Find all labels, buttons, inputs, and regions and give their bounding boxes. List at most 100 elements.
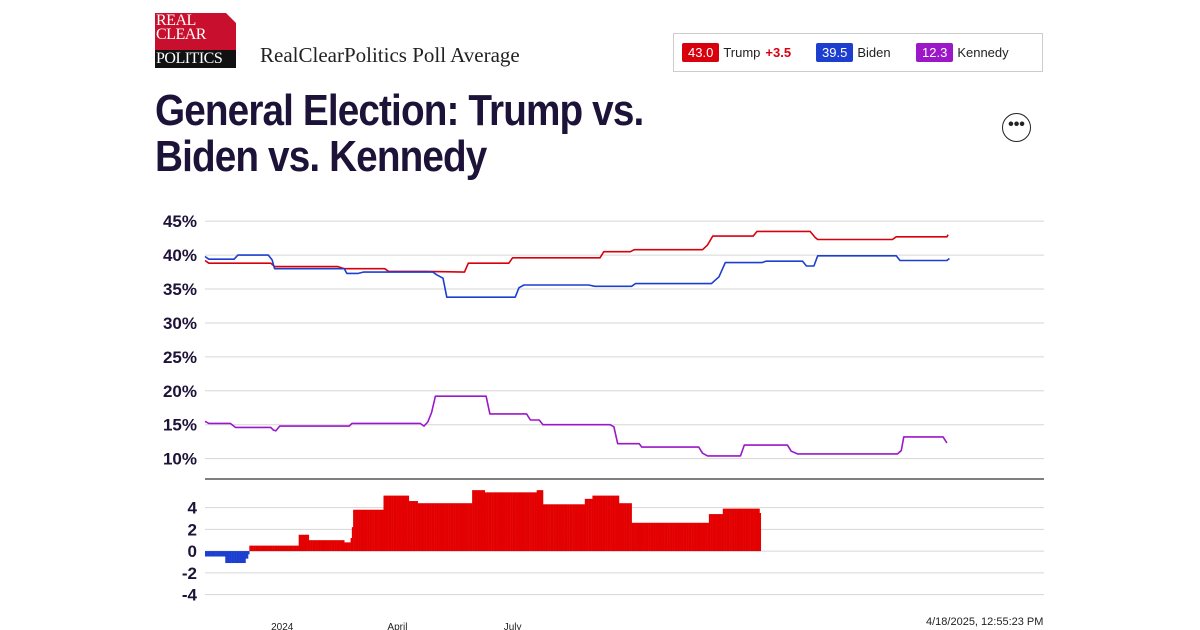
spread-bar[interactable]	[416, 501, 418, 552]
spread-bar[interactable]	[720, 514, 722, 552]
spread-bar[interactable]	[356, 509, 359, 552]
spread-bar[interactable]	[411, 501, 413, 552]
spread-bar[interactable]	[527, 492, 530, 552]
spread-bar[interactable]	[672, 522, 674, 552]
spread-bar[interactable]	[363, 509, 365, 552]
spread-bar[interactable]	[450, 503, 453, 552]
spread-bar[interactable]	[686, 522, 688, 552]
spread-bar[interactable]	[508, 492, 511, 552]
spread-bar[interactable]	[413, 501, 416, 552]
spread-bar[interactable]	[572, 504, 574, 552]
spread-bar[interactable]	[693, 522, 696, 552]
spread-bar[interactable]	[317, 540, 320, 552]
spread-bar[interactable]	[274, 545, 277, 552]
spread-bar[interactable]	[577, 504, 579, 552]
spread-bar[interactable]	[418, 503, 421, 552]
spread-bar[interactable]	[230, 551, 232, 564]
spread-bar[interactable]	[301, 534, 303, 552]
spread-bar[interactable]	[324, 540, 326, 552]
spread-bar[interactable]	[526, 492, 529, 552]
spread-bar[interactable]	[240, 551, 242, 564]
spread-bar[interactable]	[665, 522, 668, 552]
spread-bar[interactable]	[589, 498, 592, 552]
spread-bar[interactable]	[746, 508, 749, 552]
spread-bar[interactable]	[501, 492, 503, 552]
spread-bar[interactable]	[373, 509, 375, 552]
spread-bar[interactable]	[316, 540, 318, 552]
spread-bar[interactable]	[387, 495, 389, 552]
spread-bar[interactable]	[330, 540, 332, 552]
spread-bar[interactable]	[669, 522, 672, 552]
spread-bar[interactable]	[410, 501, 412, 552]
spread-bar[interactable]	[354, 509, 356, 552]
spread-bar[interactable]	[298, 534, 301, 552]
spread-bar[interactable]	[273, 545, 275, 552]
spread-bar[interactable]	[479, 490, 482, 552]
spread-bar[interactable]	[692, 522, 694, 552]
spread-bar[interactable]	[331, 540, 334, 552]
spread-bar[interactable]	[468, 503, 470, 552]
spread-bar[interactable]	[383, 495, 386, 552]
spread-bar[interactable]	[217, 551, 220, 557]
spread-bar[interactable]	[555, 504, 558, 552]
spread-bar[interactable]	[350, 538, 353, 552]
spread-bar[interactable]	[280, 545, 283, 552]
spread-bar[interactable]	[353, 509, 355, 552]
spread-bar[interactable]	[245, 551, 248, 559]
spread-bar[interactable]	[739, 508, 741, 552]
spread-bar[interactable]	[365, 509, 368, 552]
spread-bar[interactable]	[608, 495, 611, 552]
spread-bar[interactable]	[388, 495, 391, 552]
spread-bar[interactable]	[591, 498, 593, 552]
spread-bar[interactable]	[382, 509, 384, 552]
spread-bar[interactable]	[386, 495, 388, 552]
spread-bar[interactable]	[507, 492, 510, 552]
spread-bar[interactable]	[624, 503, 626, 552]
spread-bar[interactable]	[611, 495, 613, 552]
spread-bar[interactable]	[616, 495, 618, 552]
spread-bar[interactable]	[379, 509, 382, 552]
spread-bar[interactable]	[367, 509, 369, 552]
spread-bar[interactable]	[399, 495, 402, 552]
spread-bar[interactable]	[458, 503, 460, 552]
spread-bar[interactable]	[684, 522, 687, 552]
spread-bar[interactable]	[502, 492, 505, 552]
spread-bar[interactable]	[312, 540, 315, 552]
spread-bar[interactable]	[332, 540, 335, 552]
spread-bar[interactable]	[210, 551, 212, 557]
spread-bar[interactable]	[475, 490, 478, 552]
spread-bar[interactable]	[225, 551, 227, 564]
spread-bar[interactable]	[327, 540, 330, 552]
spread-bar[interactable]	[648, 522, 650, 552]
spread-bar[interactable]	[618, 503, 621, 552]
spread-bar[interactable]	[341, 540, 344, 552]
spread-bar[interactable]	[640, 522, 643, 552]
spread-bar[interactable]	[579, 504, 582, 552]
spread-bar[interactable]	[520, 492, 522, 552]
spread-bar[interactable]	[643, 522, 645, 552]
spread-bar[interactable]	[712, 514, 715, 552]
spread-bar[interactable]	[674, 522, 677, 552]
spread-bar[interactable]	[402, 495, 405, 552]
biden-line[interactable]	[204, 254, 950, 299]
spread-bar[interactable]	[675, 522, 678, 552]
spread-bar[interactable]	[540, 490, 543, 552]
spread-bar[interactable]	[531, 492, 534, 552]
spread-bar[interactable]	[655, 522, 658, 552]
spread-bar[interactable]	[558, 504, 560, 552]
spread-bar[interactable]	[664, 522, 667, 552]
spread-bar[interactable]	[607, 495, 610, 552]
spread-bar[interactable]	[294, 545, 297, 552]
spread-bar[interactable]	[567, 504, 569, 552]
spread-bar[interactable]	[288, 545, 291, 552]
spread-bar[interactable]	[691, 522, 693, 552]
spread-bar[interactable]	[407, 495, 410, 552]
spread-bar[interactable]	[755, 508, 758, 552]
spread-bar[interactable]	[506, 492, 508, 552]
spread-bar[interactable]	[525, 492, 527, 552]
spread-bar[interactable]	[705, 522, 707, 552]
spread-bar[interactable]	[564, 504, 567, 552]
spread-bar[interactable]	[473, 490, 475, 552]
spread-bar[interactable]	[456, 503, 459, 552]
spread-bar[interactable]	[287, 545, 289, 552]
